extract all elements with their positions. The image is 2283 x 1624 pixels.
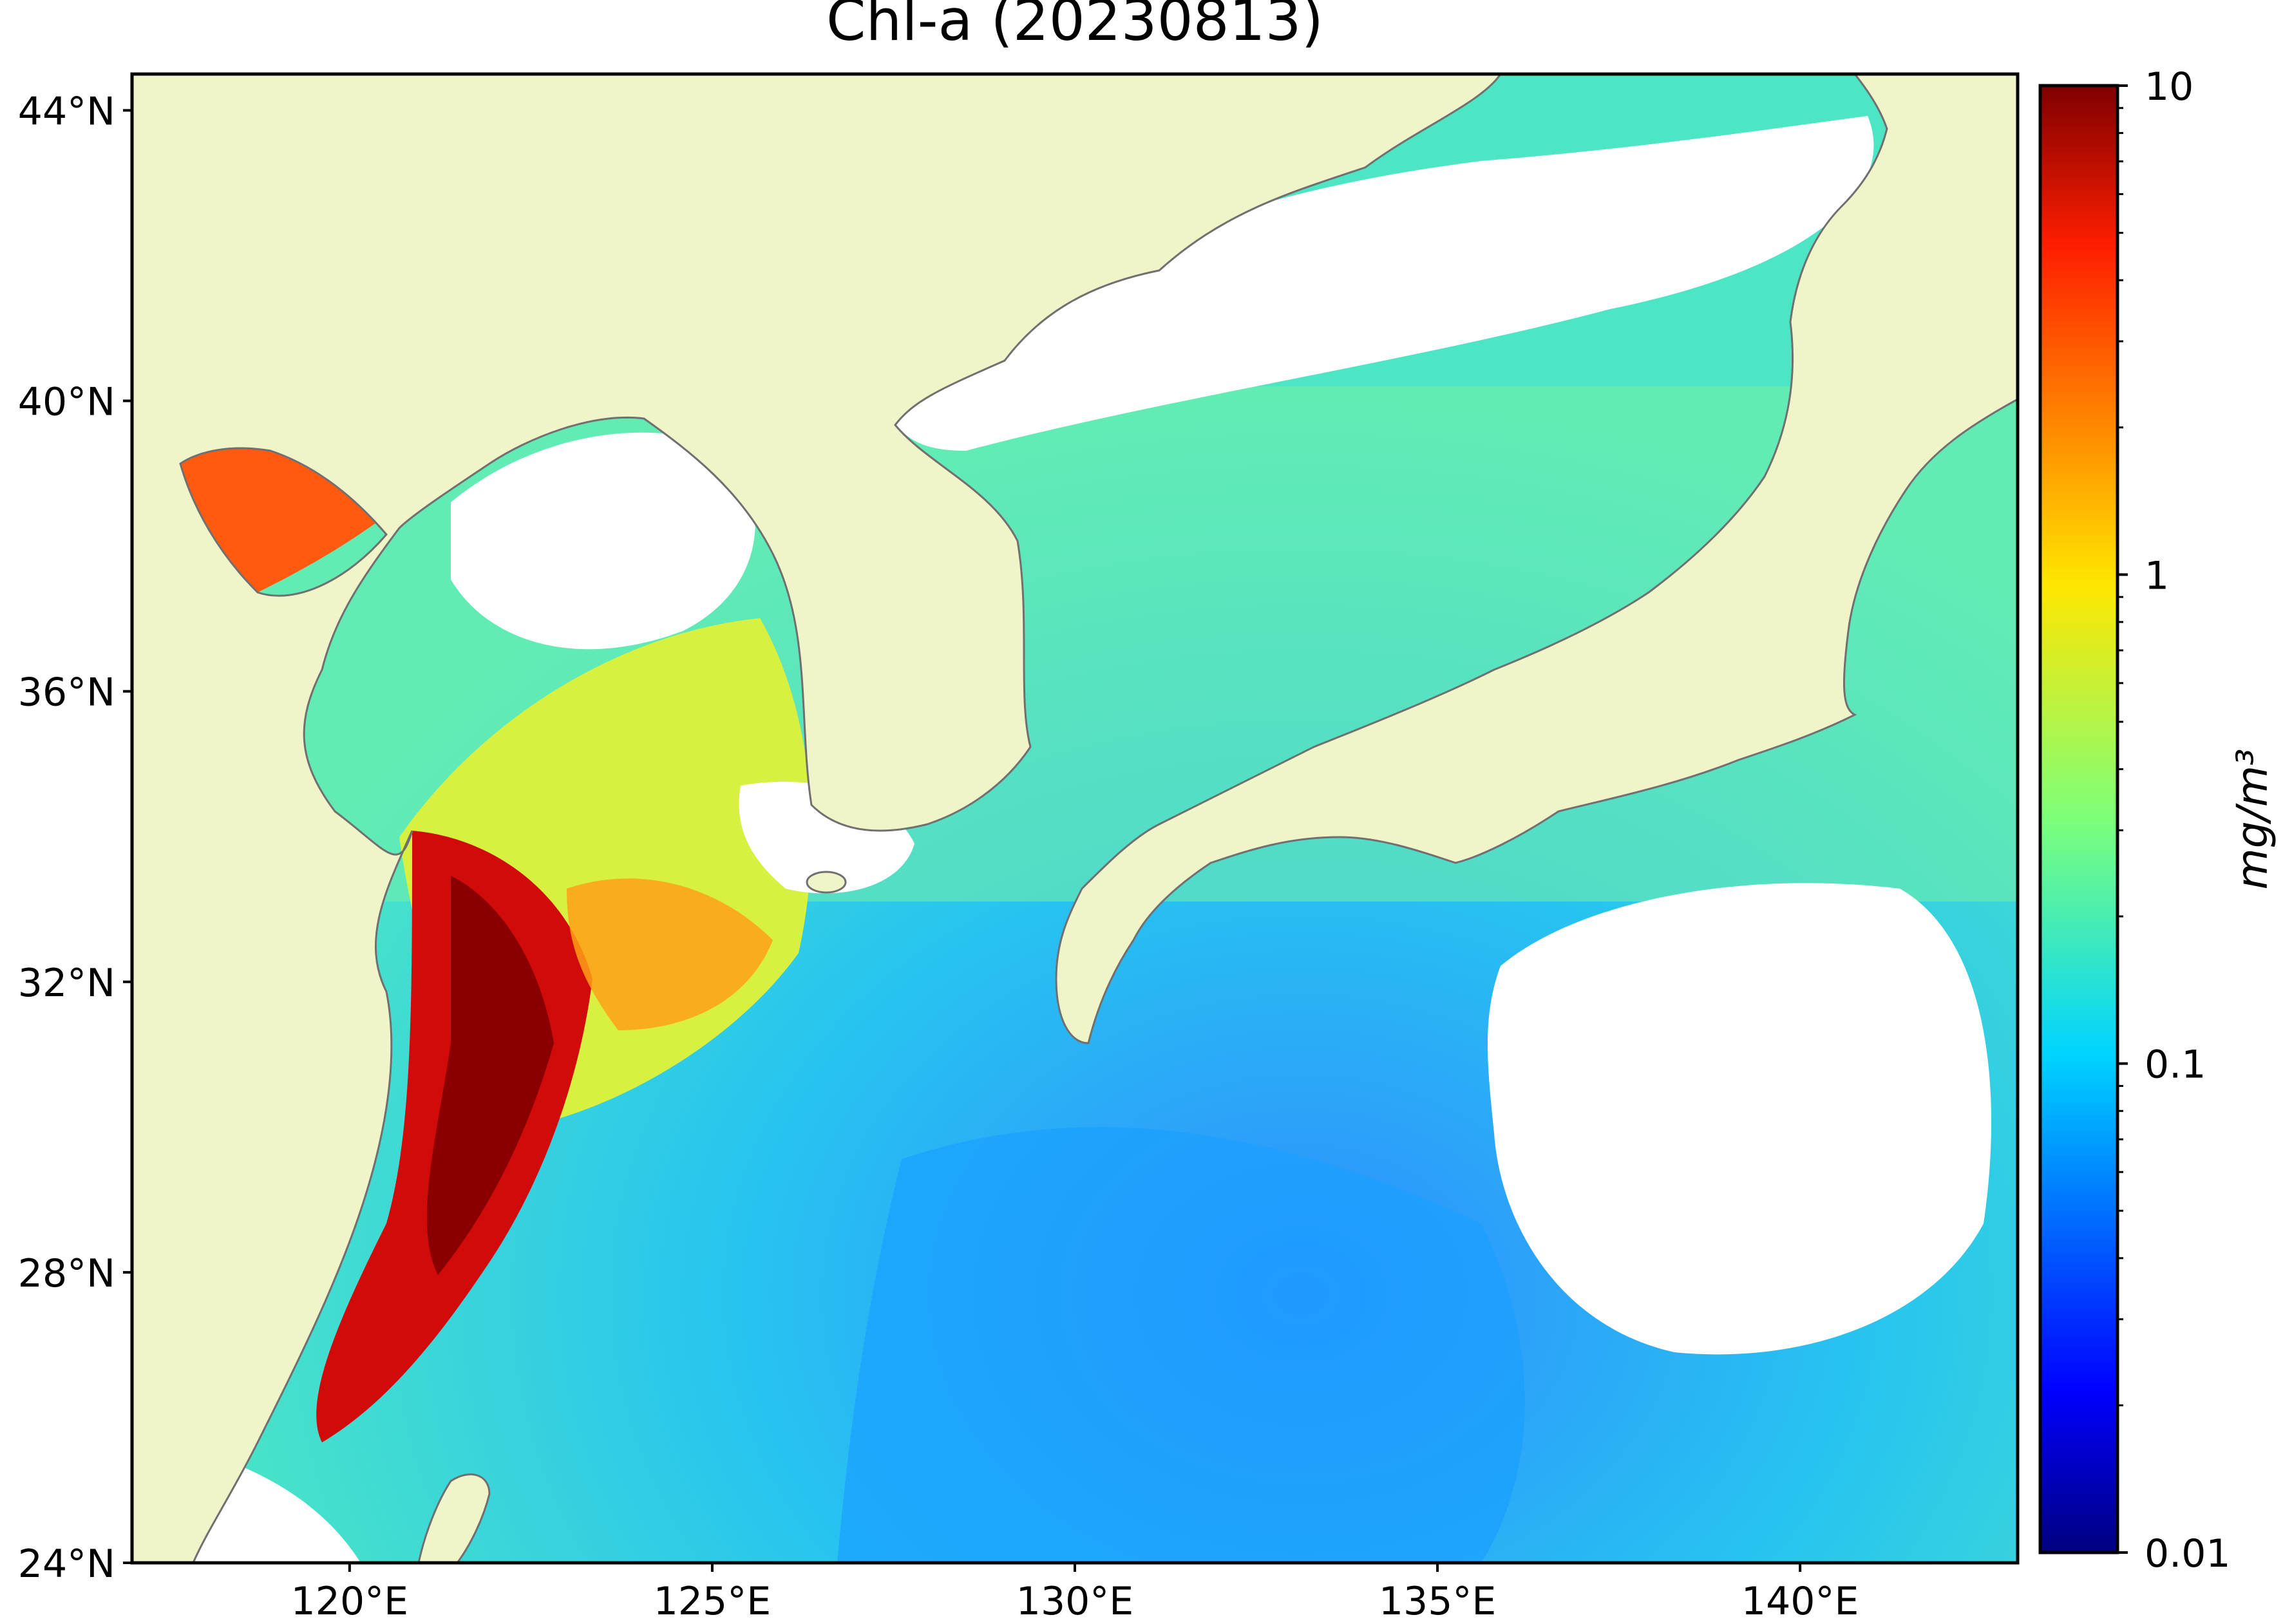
- land-taiwan: [417, 1473, 491, 1563]
- colorbar-tick-label: 1: [2145, 553, 2169, 598]
- lon-tick-label: 120°E: [291, 1579, 408, 1624]
- lat-tick-label: 36°N: [18, 670, 115, 715]
- cloud-mask-yellowsea: [451, 432, 755, 650]
- lat-tick-label: 40°N: [18, 380, 115, 425]
- lat-tick-label: 32°N: [18, 961, 115, 1006]
- colorbar-tick-label: 0.01: [2145, 1531, 2231, 1576]
- colorbar-tick-label: 0.1: [2145, 1043, 2206, 1088]
- lon-tick-label: 135°E: [1379, 1579, 1496, 1624]
- longitude-axis: 120°E 125°E 130°E 135°E 140°E: [291, 1563, 1859, 1624]
- lon-tick-label: 125°E: [654, 1579, 771, 1624]
- lat-tick-label: 24°N: [18, 1542, 115, 1587]
- lon-tick-label: 140°E: [1741, 1579, 1859, 1624]
- lat-tick-label: 28°N: [18, 1251, 115, 1296]
- china-coast-bloom-core: [426, 876, 554, 1275]
- land-jeju: [806, 871, 847, 894]
- colorbar: 10 1 0.1 0.01 mg/m³: [2038, 64, 2277, 1576]
- colorbar-gradient: [2040, 86, 2117, 1553]
- colorbar-ticks: 10 1 0.1 0.01: [2117, 64, 2231, 1576]
- cloud-mask-north: [889, 116, 1874, 451]
- offshore-orange: [567, 878, 773, 1030]
- land: [132, 74, 2018, 1563]
- figure-title: Chl-a (20230813): [826, 0, 1323, 53]
- cloud-mask-typhoon: [1488, 883, 1992, 1355]
- land-asia-mainland: [132, 74, 1502, 1563]
- lon-tick-label: 130°E: [1016, 1579, 1133, 1624]
- latitude-axis: 44°N 40°N 36°N 32°N 28°N 24°N: [18, 89, 132, 1587]
- map-panel: [132, 74, 2018, 1563]
- oligotrophic-blue: [837, 1127, 1525, 1563]
- lat-tick-label: 44°N: [18, 89, 115, 134]
- colorbar-label: mg/m³: [2228, 748, 2277, 889]
- colorbar-frame: [2038, 84, 2119, 1554]
- colorbar-tick-label: 10: [2145, 64, 2193, 109]
- land-japan: [1055, 74, 2018, 1044]
